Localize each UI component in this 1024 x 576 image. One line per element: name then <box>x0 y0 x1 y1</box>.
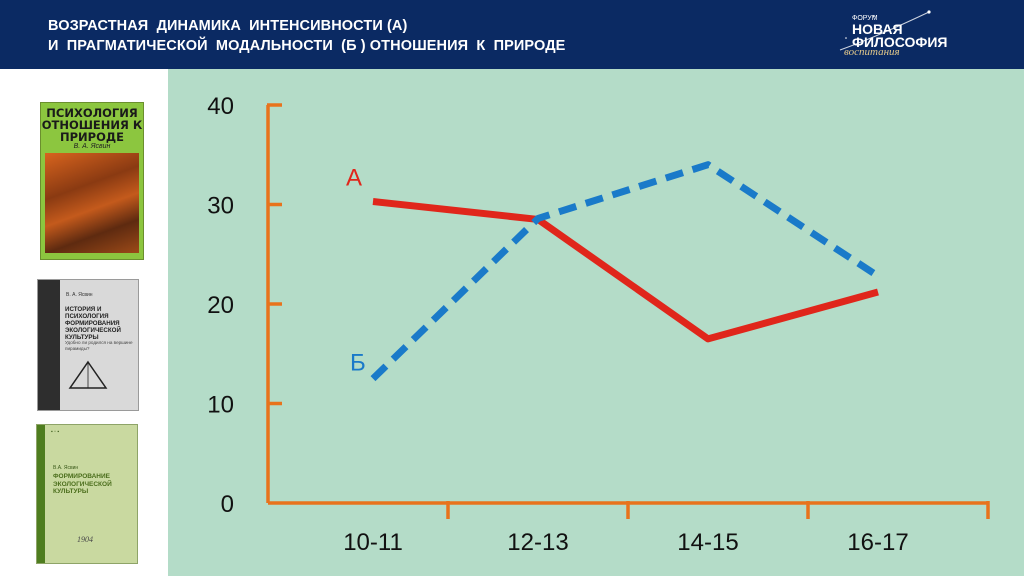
forum-logo: ФОРУМ НОВАЯ ФИЛОСОФИЯ воспитания <box>834 8 954 64</box>
page-title: ВОЗРАСТНАЯ ДИНАМИКА ИНТЕНСИВНОСТИ (А) И … <box>48 16 565 56</box>
y-tick-label: 0 <box>221 491 234 518</box>
book-cover-3: ▪ ▫ ▪ В.А. Ясвин ФОРМИРОВАНИЕ ЭКОЛОГИЧЕС… <box>36 424 138 564</box>
book-2-title: ИСТОРИЯ И ПСИХОЛОГИЯ ФОРМИРОВАНИЯ ЭКОЛОГ… <box>65 306 121 341</box>
book-1-author: В. А. Ясвин <box>73 143 111 150</box>
series-line-2 <box>370 161 880 382</box>
book-1-title: ПСИХОЛОГИЯ ОТНОШЕНИЯ К ПРИРОДЕ <box>41 106 143 144</box>
logo-line-1: НОВАЯ <box>852 21 903 37</box>
x-tick-label: 10-11 <box>343 529 403 556</box>
book-3-author: В.А. Ясвин <box>53 465 79 471</box>
logo-line-2: ФИЛОСОФИЯ <box>852 34 948 50</box>
y-tick-label: 10 <box>207 392 234 419</box>
book-1-illustration <box>45 153 139 253</box>
book-covers-column: ПСИХОЛОГИЯ ОТНОШЕНИЯ К ПРИРОДЕ В. А. Ясв… <box>0 69 168 576</box>
star-swoosh-icon <box>839 10 931 51</box>
book-3-handwriting: 1904 <box>77 535 93 544</box>
book-2-subtitle: Удобно ли родился на вершине пирамиды? <box>65 340 133 351</box>
series-line-1 <box>372 198 879 343</box>
header-bar: ВОЗРАСТНАЯ ДИНАМИКА ИНТЕНСИВНОСТИ (А) И … <box>0 0 1024 69</box>
chart-panel: 0 10 20 30 40 10-11 12-13 14-15 16-17 А Б <box>168 69 1024 576</box>
y-tick-label: 40 <box>207 93 234 120</box>
book-cover-2: В. А. Ясвин ИСТОРИЯ И ПСИХОЛОГИЯ ФОРМИРО… <box>37 279 139 411</box>
x-tick-label: 14-15 <box>677 529 738 556</box>
book-3-publisher-mark: ▪ ▫ ▪ <box>51 429 60 435</box>
book-3-title: ФОРМИРОВАНИЕ ЭКОЛОГИЧЕСКОЙ КУЛЬТУРЫ <box>53 473 112 495</box>
book-2-author: В. А. Ясвин <box>66 292 93 298</box>
book-3-spine <box>37 425 45 563</box>
logo-line-3: воспитания <box>844 46 900 58</box>
title-line-2: И ПРАГМАТИЧЕСКОЙ МОДАЛЬНОСТИ (Б ) ОТНОШЕ… <box>48 38 566 54</box>
series-label-1: А <box>346 165 362 192</box>
x-tick-label: 12-13 <box>507 529 568 556</box>
pyramid-icon <box>68 360 108 389</box>
book-2-dark-strip <box>38 280 60 410</box>
line-chart: 0 10 20 30 40 10-11 12-13 14-15 16-17 А Б <box>207 93 990 556</box>
book-cover-1: ПСИХОЛОГИЯ ОТНОШЕНИЯ К ПРИРОДЕ В. А. Ясв… <box>40 102 144 260</box>
x-tick-label: 16-17 <box>847 529 908 556</box>
series-label-2: Б <box>350 350 366 377</box>
y-tick-label: 20 <box>207 292 234 319</box>
logo-forum-label: ФОРУМ <box>852 15 878 22</box>
y-tick-label: 30 <box>207 193 234 220</box>
title-line-1: ВОЗРАСТНАЯ ДИНАМИКА ИНТЕНСИВНОСТИ (А) <box>48 18 408 34</box>
